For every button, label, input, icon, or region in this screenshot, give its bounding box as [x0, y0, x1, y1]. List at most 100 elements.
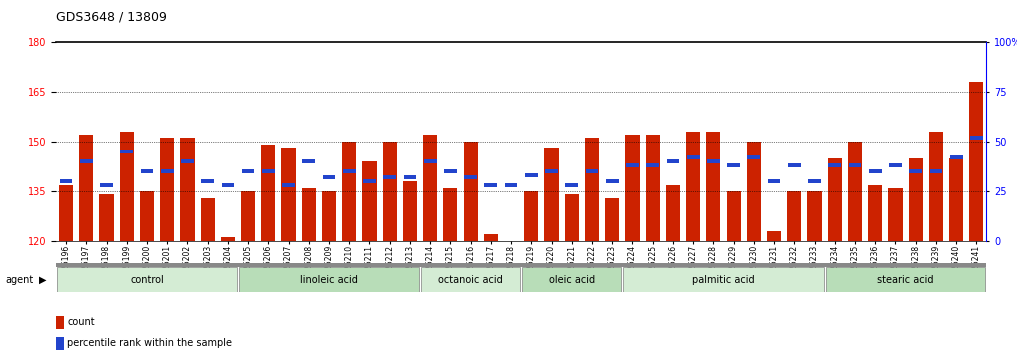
Bar [787, 191, 801, 241]
Bar [686, 155, 700, 159]
Bar [201, 179, 214, 183]
Bar [625, 135, 640, 241]
Bar [262, 169, 275, 173]
Bar [929, 132, 943, 241]
Text: count: count [67, 317, 95, 327]
Bar [768, 179, 780, 183]
Bar [343, 169, 356, 173]
Bar [282, 148, 296, 241]
Bar [404, 175, 416, 179]
Bar [828, 158, 842, 241]
Bar [421, 267, 521, 292]
Bar [949, 158, 963, 241]
Bar [222, 183, 234, 187]
Bar [626, 164, 639, 167]
Bar [826, 267, 985, 292]
Bar [524, 191, 538, 241]
Bar [970, 136, 982, 139]
Bar [322, 191, 336, 241]
Bar [60, 179, 72, 183]
Bar [362, 161, 376, 241]
Bar [746, 142, 761, 241]
Bar [623, 267, 824, 292]
Bar [788, 164, 800, 167]
Bar [889, 188, 902, 241]
Bar [56, 316, 63, 329]
Bar [180, 138, 194, 241]
Bar [342, 142, 356, 241]
Bar [930, 169, 943, 173]
Bar [544, 148, 558, 241]
Bar [484, 234, 498, 241]
Bar [869, 184, 883, 241]
Bar [241, 191, 255, 241]
Bar [160, 138, 174, 241]
Bar [525, 173, 538, 177]
Bar [809, 179, 821, 183]
Text: percentile rank within the sample: percentile rank within the sample [67, 338, 232, 348]
Bar [57, 267, 237, 292]
Bar [200, 198, 215, 241]
Bar [829, 164, 841, 167]
Bar [848, 142, 862, 241]
Bar [666, 159, 679, 164]
Bar [646, 135, 660, 241]
Bar [605, 198, 619, 241]
Bar [140, 191, 154, 241]
Text: ▶: ▶ [39, 275, 46, 285]
Bar [383, 175, 396, 179]
Bar [403, 181, 417, 241]
Bar [120, 149, 133, 154]
Bar [647, 164, 659, 167]
Bar [100, 194, 114, 241]
Bar [140, 169, 154, 173]
Bar [726, 191, 740, 241]
Bar [747, 155, 761, 159]
Bar [908, 158, 922, 241]
Bar [464, 142, 478, 241]
Bar [848, 164, 861, 167]
Bar [585, 138, 599, 241]
Bar [79, 135, 94, 241]
Bar [969, 82, 983, 241]
Bar [950, 155, 962, 159]
Bar [181, 159, 194, 164]
Bar [282, 183, 295, 187]
Text: palmitic acid: palmitic acid [693, 275, 755, 285]
Bar [504, 183, 518, 187]
Bar [120, 132, 134, 241]
Bar [484, 183, 497, 187]
Bar [100, 183, 113, 187]
Bar [686, 132, 701, 241]
Bar [707, 132, 720, 241]
Bar [302, 159, 315, 164]
Bar [889, 164, 902, 167]
Bar [545, 169, 558, 173]
Bar [322, 175, 336, 179]
Bar [239, 267, 419, 292]
Bar [261, 145, 276, 241]
Bar [522, 267, 621, 292]
Bar [707, 159, 720, 164]
Text: stearic acid: stearic acid [878, 275, 934, 285]
Bar [423, 135, 437, 241]
Bar [242, 169, 254, 173]
Bar [565, 183, 578, 187]
Text: GDS3648 / 13809: GDS3648 / 13809 [56, 11, 167, 24]
Bar [444, 169, 457, 173]
Text: linoleic acid: linoleic acid [300, 275, 358, 285]
Text: oleic acid: oleic acid [549, 275, 595, 285]
Bar [666, 184, 680, 241]
Text: control: control [130, 275, 164, 285]
Bar [727, 164, 740, 167]
Bar [161, 169, 174, 173]
Bar [363, 179, 376, 183]
Bar [80, 159, 93, 164]
Bar [443, 188, 458, 241]
Bar [221, 238, 235, 241]
Bar [586, 169, 598, 173]
Bar [807, 191, 822, 241]
Bar [606, 179, 618, 183]
Text: agent: agent [5, 275, 34, 285]
Bar [56, 337, 63, 350]
